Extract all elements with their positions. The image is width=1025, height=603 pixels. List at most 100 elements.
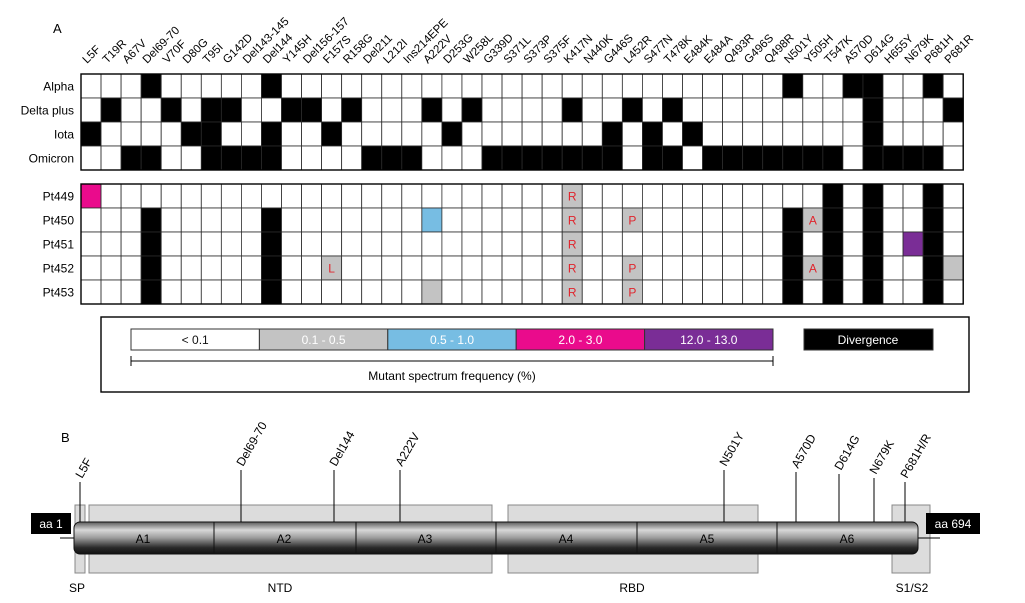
patient-cell [301,279,322,305]
patient-cell [281,231,302,257]
mutation-header: L5FT19RA67VDel69-70V70FD80GT95IG142DDel1… [81,16,977,67]
variant-cell [922,121,944,147]
segment-label-a3: A3 [418,532,433,546]
mutation-column-header: L5F [81,44,104,67]
patient-cell [261,183,282,209]
domain-labels: SP NTD RBD S1/S2 [69,581,929,595]
cell-residue-letter: A [809,262,817,276]
variant-cell [922,145,944,171]
patient-cell [120,279,142,305]
patient-cell [481,183,503,209]
patient-cell [140,183,162,209]
patient-cell [401,183,423,209]
patient-cell [942,207,964,233]
variant-cell [381,97,403,123]
patient-cell [702,279,723,305]
patient-cell [842,231,864,257]
mutation-label-l5f: L5F [72,456,94,481]
variant-cell [301,97,322,123]
variant-cell [942,97,964,123]
variant-cell [862,73,884,99]
variant-cell [942,73,964,99]
patient-cell [842,207,864,233]
patient-cell [541,231,563,257]
variant-cell [441,97,463,123]
variant-cell [361,97,383,123]
patient-cell [220,279,242,305]
patient-cell [862,231,884,257]
variant-cell [561,73,583,99]
patient-cell [782,183,804,209]
patient-cell [240,207,262,233]
patient-cell [782,279,804,305]
mutation-label-n679k: N679K [866,438,896,477]
patient-cell [722,255,744,281]
variant-cell [501,121,523,147]
variant-cell [80,121,102,147]
domain-label-sp: SP [69,581,85,595]
patient-cell [662,183,683,209]
patient-cell [361,255,383,281]
patient-cell [521,207,543,233]
cell-residue-letter: R [568,262,577,276]
patient-cell [220,255,242,281]
patient-cell [301,255,322,281]
patient-row-label: Pt451 [43,238,75,252]
patient-cell [521,279,543,305]
variant-cell [180,121,202,147]
variant-cell [802,145,824,171]
patient-cell [200,255,222,281]
patient-cell [240,279,262,305]
variant-cell [762,121,784,147]
variant-cell [180,73,202,99]
patient-cell [381,231,403,257]
variant-cell [922,97,944,123]
patient-cell [80,279,102,305]
patient-cell [642,207,663,233]
variant-cell [240,121,262,147]
cell-residue-letter: P [628,262,636,276]
variant-cell [601,121,623,147]
variant-cell [200,73,222,99]
patient-cell [662,279,683,305]
patient-cell [220,183,242,209]
variant-cell [541,97,563,123]
patient-cell [361,231,383,257]
patient-cell [742,231,764,257]
legend-divergence-label: Divergence [838,333,899,347]
variant-cell [261,97,282,123]
variant-cell [842,97,864,123]
variant-cell [662,121,683,147]
variant-row-label: Alpha [43,80,74,94]
variant-row-label: Omicron [29,152,74,166]
patient-cell [762,183,784,209]
variant-cell [160,145,182,171]
patient-cell [822,183,844,209]
variant-cell [361,145,383,171]
patient-cell [200,231,222,257]
patient-cell [882,183,904,209]
variant-cell [160,97,182,123]
variant-cell [481,145,503,171]
patient-cell [261,231,282,257]
variant-cell [301,145,322,171]
variant-grid-border [80,73,964,171]
patient-cell [501,279,523,305]
domain-label-s1s2: S1/S2 [896,581,929,595]
patient-cell [321,279,343,305]
patient-cell [601,207,623,233]
variant-cell [581,121,603,147]
variant-cell [481,73,503,99]
variant-cell [862,145,884,171]
variant-cell [642,73,663,99]
variant-cell [882,121,904,147]
variant-cell [441,121,463,147]
variant-cell [782,97,804,123]
patient-cell [842,183,864,209]
variant-cell [140,73,162,99]
patient-cell [882,279,904,305]
patient-row-label: Pt452 [43,262,75,276]
variant-cell [541,145,563,171]
variant-cell [261,73,282,99]
patient-cell [842,255,864,281]
